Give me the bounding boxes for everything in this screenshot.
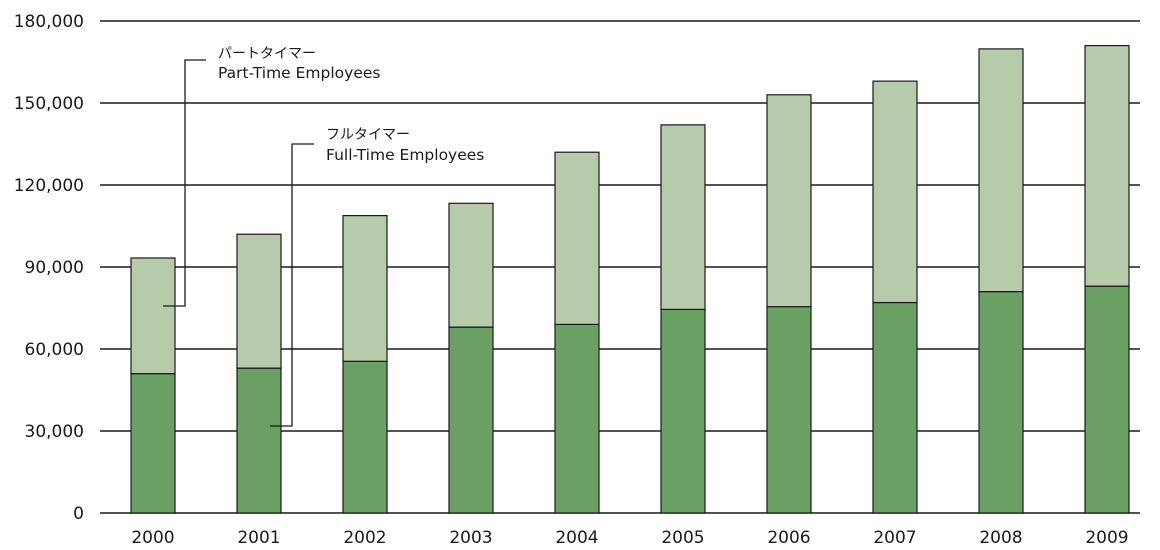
- annotation-part-time: パートタイマー Part-Time Employees: [163, 46, 380, 307]
- x-tick-label: 2001: [237, 528, 280, 548]
- y-tick-label: 180,000: [14, 12, 84, 32]
- bar-part-time: [872, 80, 918, 304]
- bar-part-time: [660, 124, 706, 310]
- annotation-leader-full-time: [270, 143, 314, 427]
- x-tick-label: 2002: [343, 528, 386, 548]
- bar-full-time: [342, 360, 388, 514]
- x-tick-label: 2006: [767, 528, 810, 548]
- bar-part-time: [766, 94, 812, 308]
- y-tick-label: 60,000: [25, 340, 84, 360]
- bar-full-time: [554, 323, 600, 514]
- bars: [130, 44, 1130, 514]
- annotation-label-full-time-jp: フルタイマー: [326, 127, 410, 143]
- y-tick-label: 90,000: [25, 258, 84, 278]
- bar-full-time: [766, 306, 812, 514]
- x-axis-tick-labels: 2000 2001 2002 2003 2004 2005 2006 2007 2008 2009: [131, 528, 1128, 548]
- x-tick-label: 2008: [979, 528, 1022, 548]
- x-tick-label: 2004: [555, 528, 598, 548]
- x-tick-label: 2000: [131, 528, 174, 548]
- bar-full-time: [236, 367, 282, 514]
- bar-full-time: [978, 291, 1024, 514]
- annotation-label-part-time: Part-Time Employees: [218, 64, 380, 82]
- bar-part-time: [236, 233, 282, 369]
- annotation-full-time: フルタイマー Full-Time Employees: [270, 127, 484, 427]
- annotation-label-full-time: Full-Time Employees: [326, 146, 484, 164]
- bar-full-time: [872, 301, 918, 514]
- x-tick-label: 2009: [1085, 528, 1128, 548]
- bar-part-time: [554, 151, 600, 325]
- annotation-leader-part-time: [163, 59, 206, 307]
- bar-part-time: [130, 257, 176, 375]
- bar-full-time: [660, 308, 706, 514]
- y-tick-label: 30,000: [25, 422, 84, 442]
- bar-part-time: [342, 215, 388, 362]
- y-axis-tick-labels: 0 30,000 60,000 90,000 120,000 150,000 180,000: [14, 12, 84, 524]
- x-tick-label: 2003: [449, 528, 492, 548]
- y-tick-label: 120,000: [14, 176, 84, 196]
- x-tick-label: 2005: [661, 528, 704, 548]
- bar-part-time: [1084, 44, 1130, 287]
- x-tick-label: 2007: [873, 528, 916, 548]
- bar-full-time: [448, 326, 494, 514]
- y-tick-label: 150,000: [14, 94, 84, 114]
- y-tick-label: 0: [73, 504, 84, 524]
- bar-full-time: [130, 373, 176, 514]
- bar-part-time: [448, 202, 494, 328]
- annotation-label-part-time-jp: パートタイマー: [218, 46, 316, 62]
- bar-part-time: [978, 48, 1024, 293]
- bar-full-time: [1084, 285, 1130, 514]
